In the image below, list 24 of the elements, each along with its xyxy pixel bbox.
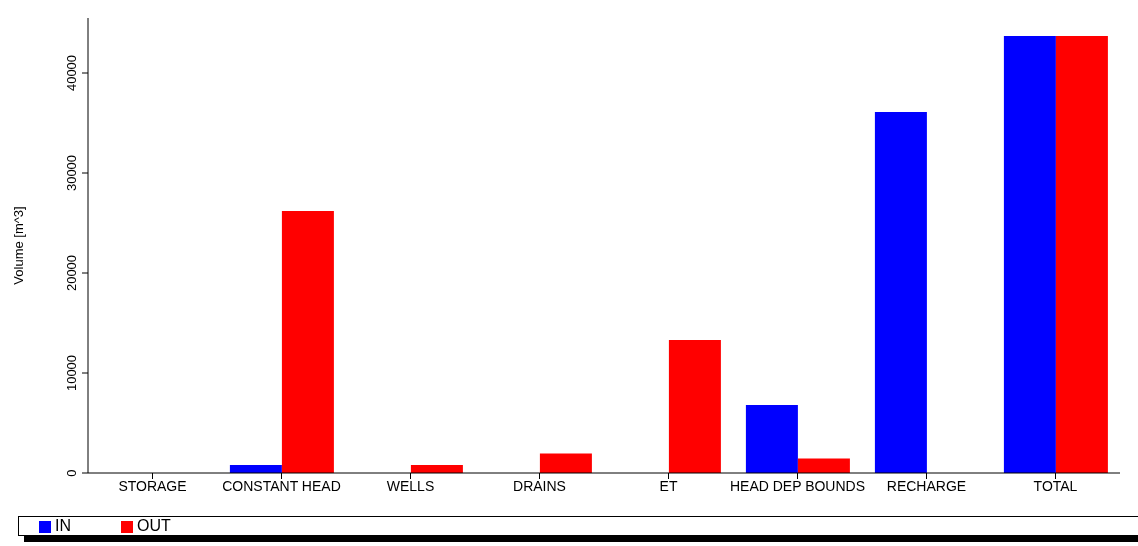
y-tick-label: 30000 bbox=[64, 154, 79, 192]
bar bbox=[745, 405, 798, 473]
bar bbox=[1003, 36, 1056, 473]
x-tick-label: WELLS bbox=[386, 477, 435, 494]
y-tick-label: 20000 bbox=[64, 254, 79, 292]
x-tick-label: STORAGE bbox=[118, 477, 187, 494]
x-tick-label: ET bbox=[659, 477, 678, 494]
bar bbox=[539, 453, 592, 473]
legend-label: IN bbox=[55, 517, 71, 534]
x-tick-label: CONSTANT HEAD bbox=[222, 477, 341, 494]
bar bbox=[797, 458, 850, 473]
x-tick-label: HEAD DEP BOUNDS bbox=[729, 477, 866, 494]
y-tick-label: 40000 bbox=[64, 54, 79, 92]
y-tick-label: 0 bbox=[64, 469, 79, 477]
bar bbox=[668, 340, 721, 473]
x-tick-label: TOTAL bbox=[1033, 477, 1078, 494]
x-tick-label: DRAINS bbox=[513, 477, 566, 494]
legend-label: OUT bbox=[137, 517, 171, 534]
bar bbox=[874, 112, 927, 473]
x-tick-label: RECHARGE bbox=[886, 477, 967, 494]
bar bbox=[281, 211, 334, 473]
y-tick-label: 10000 bbox=[64, 354, 79, 392]
y-axis-title: Volume [m^3] bbox=[10, 206, 26, 285]
bar bbox=[1055, 36, 1108, 473]
